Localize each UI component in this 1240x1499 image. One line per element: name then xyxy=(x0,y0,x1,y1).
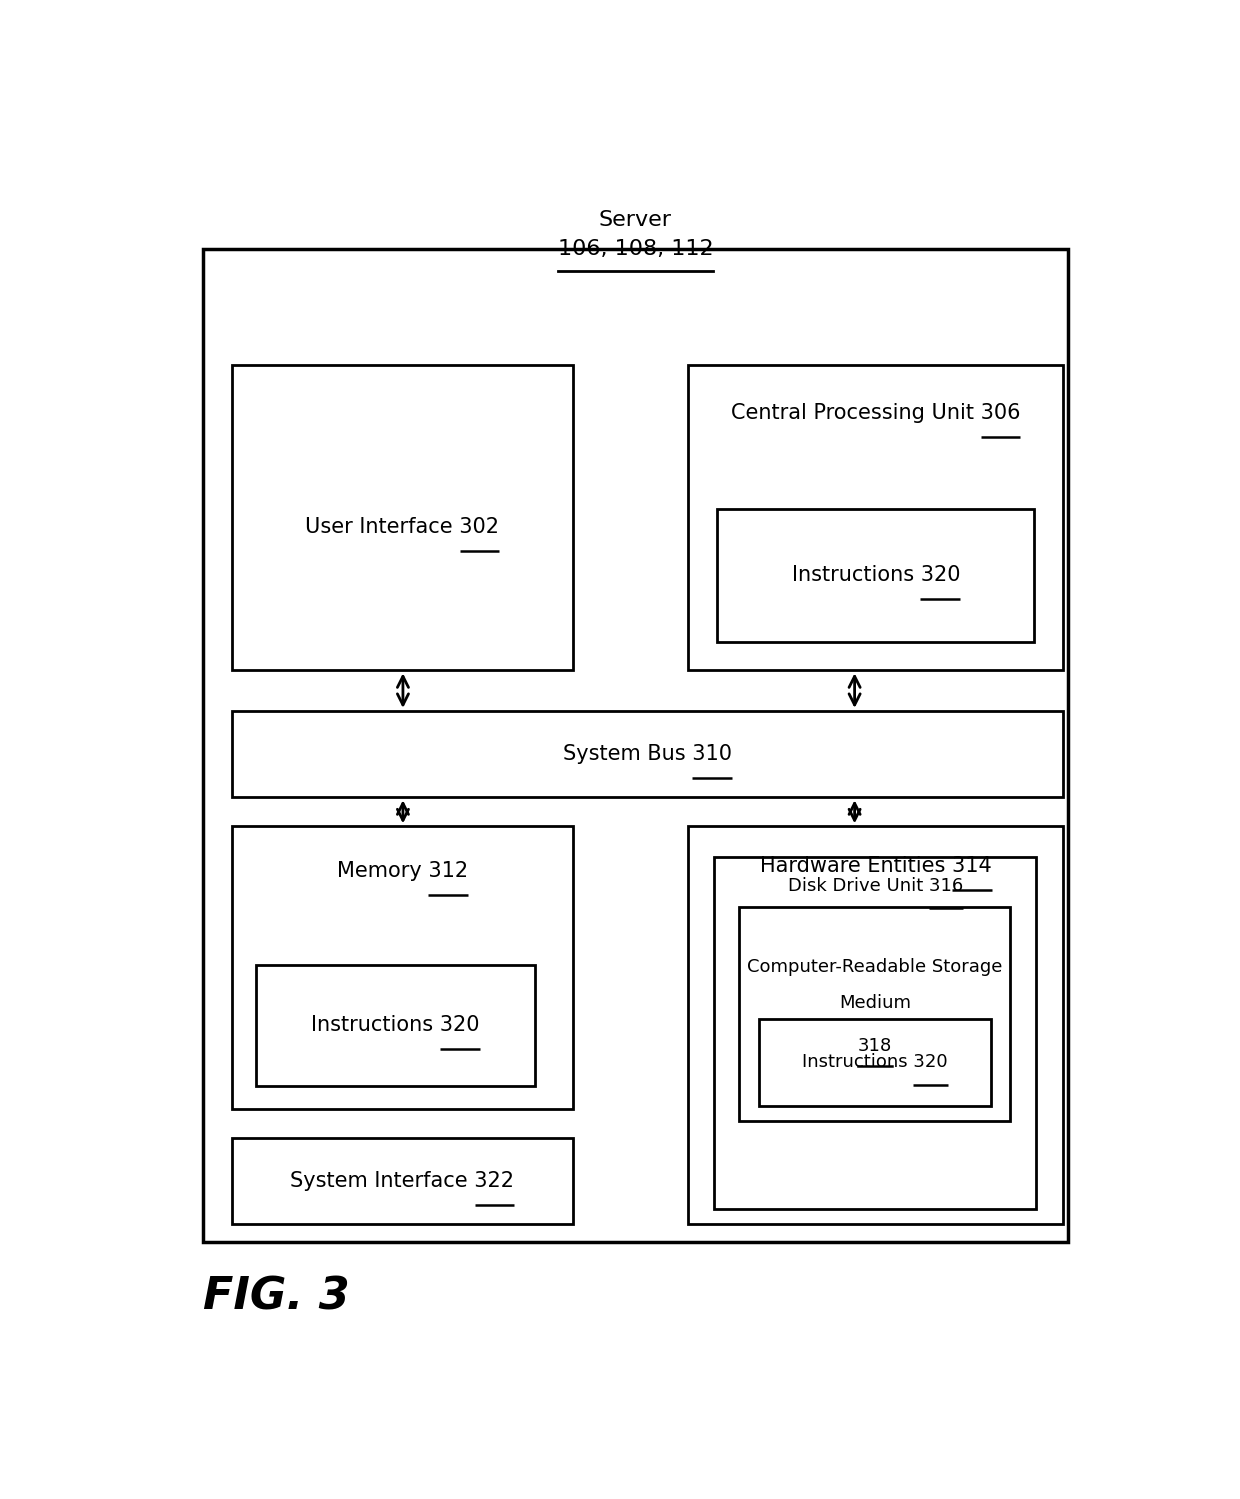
Bar xyxy=(232,826,573,1109)
Text: Disk Drive Unit 316: Disk Drive Unit 316 xyxy=(787,877,963,895)
Text: Hardware Entities 314: Hardware Entities 314 xyxy=(760,856,992,875)
Bar xyxy=(203,249,1068,1241)
Text: Memory 312: Memory 312 xyxy=(337,862,467,881)
Text: Instructions: Instructions xyxy=(820,1054,930,1072)
Bar xyxy=(714,857,1037,1210)
Text: Hardware Entities: Hardware Entities xyxy=(780,856,972,875)
Bar xyxy=(232,711,1063,797)
Text: System Interface: System Interface xyxy=(310,1171,495,1192)
Text: Medium: Medium xyxy=(838,994,911,1012)
Bar xyxy=(688,364,1063,670)
Text: Central Processing Unit: Central Processing Unit xyxy=(751,403,1001,424)
Bar xyxy=(232,1138,573,1225)
Text: System Bus 310: System Bus 310 xyxy=(563,744,732,764)
Bar xyxy=(739,907,1011,1121)
Bar xyxy=(688,826,1063,1225)
Text: FIG. 3: FIG. 3 xyxy=(203,1276,350,1319)
Text: Central Processing Unit 306: Central Processing Unit 306 xyxy=(732,403,1021,424)
Bar xyxy=(717,508,1034,642)
Text: Instructions: Instructions xyxy=(811,565,940,585)
Bar xyxy=(232,364,573,670)
Text: System Bus: System Bus xyxy=(583,744,712,764)
Text: Computer-Readable Storage: Computer-Readable Storage xyxy=(748,958,1002,976)
Text: User Interface: User Interface xyxy=(325,517,480,537)
Bar xyxy=(759,1019,991,1106)
Text: System Interface 322: System Interface 322 xyxy=(290,1171,515,1192)
Text: Instructions: Instructions xyxy=(331,1015,460,1036)
Text: Server: Server xyxy=(599,210,672,231)
Text: 106, 108, 112: 106, 108, 112 xyxy=(558,240,713,259)
Text: Instructions 320: Instructions 320 xyxy=(791,565,960,585)
Text: Memory: Memory xyxy=(357,862,448,881)
Text: User Interface 302: User Interface 302 xyxy=(305,517,500,537)
Text: Instructions 320: Instructions 320 xyxy=(802,1054,947,1072)
Text: Disk Drive Unit: Disk Drive Unit xyxy=(805,877,946,895)
Text: 318: 318 xyxy=(858,1037,892,1055)
Bar xyxy=(255,965,534,1085)
Text: Instructions 320: Instructions 320 xyxy=(311,1015,480,1036)
